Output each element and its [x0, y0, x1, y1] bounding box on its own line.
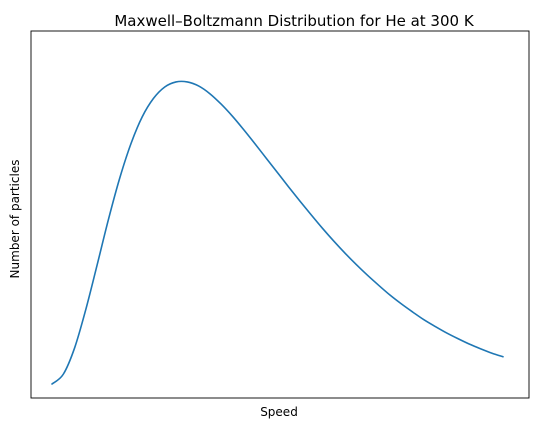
series-layer: [51, 80, 504, 385]
series-line: [51, 80, 504, 385]
chart-title: Maxwell–Boltzmann Distribution for He at…: [114, 12, 475, 30]
plot-area-frame: [30, 30, 530, 399]
y-axis-label: Number of particles: [8, 160, 22, 279]
x-axis-label: Speed: [260, 405, 298, 419]
